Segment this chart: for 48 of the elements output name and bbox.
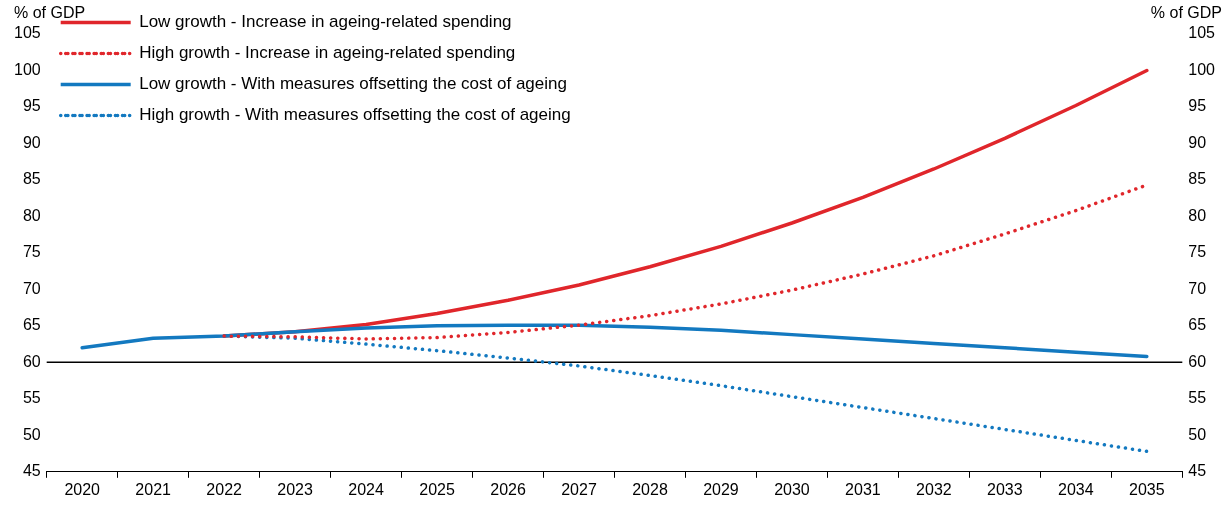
y2-tick-label: 65 bbox=[1188, 316, 1207, 334]
x-tick-label: 2026 bbox=[490, 480, 526, 498]
y2-tick-label: 60 bbox=[1188, 352, 1207, 370]
y2-tick-label: 55 bbox=[1188, 389, 1207, 407]
y-tick-label: 95 bbox=[22, 97, 41, 115]
legend-label: High growth - With measures offsetting the cost of ageing bbox=[139, 105, 571, 125]
y-tick-label: 70 bbox=[22, 279, 41, 297]
y2-tick-label: 100 bbox=[1188, 60, 1216, 78]
x-tick-label: 2028 bbox=[632, 480, 668, 498]
legend-label: Low growth - Increase in ageing-related spending bbox=[139, 12, 512, 32]
x-tick-label: 2021 bbox=[135, 480, 172, 498]
x-tick-label: 2029 bbox=[703, 480, 739, 498]
x-tick-label: 2023 bbox=[277, 480, 314, 498]
x-tick-label: 2022 bbox=[206, 480, 243, 498]
y-tick-label: 75 bbox=[22, 243, 41, 261]
x-tick-label: 2027 bbox=[561, 480, 597, 498]
x-tick-label: 2020 bbox=[64, 480, 101, 498]
y-tick-label: 90 bbox=[22, 133, 41, 151]
legend-label: Low growth - With measures offsetting the cost of ageing bbox=[139, 74, 567, 94]
y2-tick-label: 90 bbox=[1188, 133, 1207, 151]
y2-tick-label: 50 bbox=[1188, 425, 1207, 443]
y-tick-label: 60 bbox=[22, 352, 41, 370]
y2-axis-title: % of GDP bbox=[1150, 4, 1222, 22]
x-tick-label: 2032 bbox=[916, 480, 952, 498]
x-tick-label: 2034 bbox=[1058, 480, 1094, 498]
y2-tick-label: 45 bbox=[1188, 462, 1207, 480]
x-tick-label: 2033 bbox=[987, 480, 1023, 498]
x-tick-label: 2035 bbox=[1129, 480, 1165, 498]
y-tick-label: 80 bbox=[22, 206, 41, 224]
y-tick-label: 50 bbox=[22, 425, 41, 443]
y2-tick-label: 80 bbox=[1188, 206, 1207, 224]
x-tick-label: 2024 bbox=[348, 480, 384, 498]
x-tick-label: 2031 bbox=[845, 480, 881, 498]
y2-tick-label: 85 bbox=[1188, 170, 1207, 188]
y2-tick-label: 95 bbox=[1188, 97, 1207, 115]
y-tick-label: 55 bbox=[22, 389, 41, 407]
y-tick-label: 45 bbox=[22, 462, 41, 480]
y-axis-title: % of GDP bbox=[14, 4, 86, 22]
y-tick-label: 100 bbox=[13, 60, 41, 78]
y2-tick-label: 70 bbox=[1188, 279, 1207, 297]
x-tick-label: 2025 bbox=[419, 480, 455, 498]
legend-label: High growth - Increase in ageing-related spending bbox=[139, 43, 516, 63]
y-tick-label: 85 bbox=[22, 170, 41, 188]
y-tick-label: 105 bbox=[13, 24, 41, 42]
y2-tick-label: 105 bbox=[1188, 24, 1216, 42]
y2-tick-label: 75 bbox=[1188, 243, 1207, 261]
x-tick-label: 2030 bbox=[774, 480, 810, 498]
y-tick-label: 65 bbox=[22, 316, 41, 334]
